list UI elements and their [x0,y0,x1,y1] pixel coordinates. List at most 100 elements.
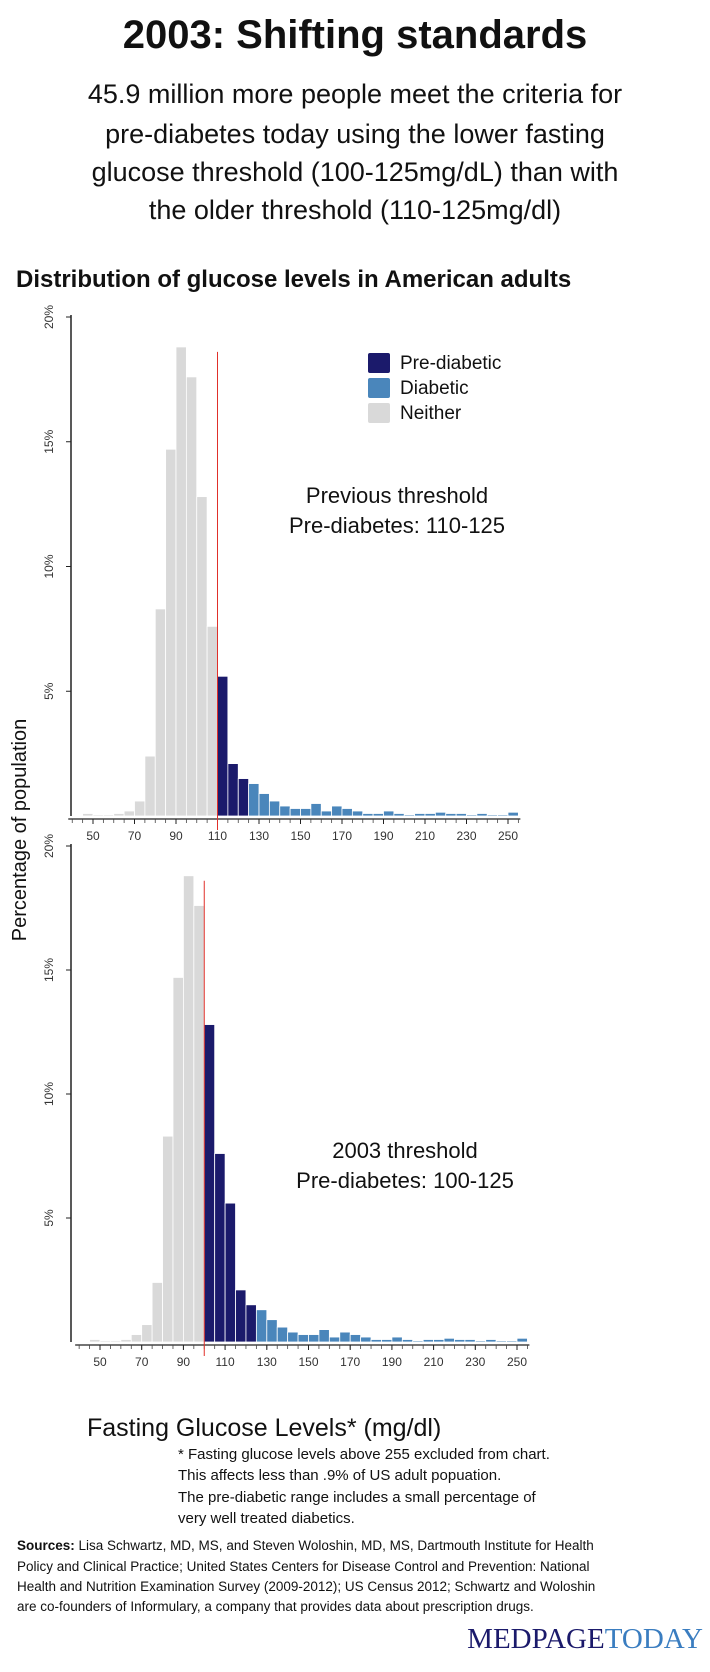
x-tick-label: 190 [382,1355,402,1369]
title: 2003: Shifting standards [123,13,588,57]
y-tick-label: 20% [42,834,56,858]
bar [276,1326,289,1343]
x-tick-label: 50 [93,1355,107,1369]
x-tick-label: 230 [456,829,476,843]
bar [113,813,125,817]
y-tick-label: 15% [42,429,56,453]
bar [82,813,94,817]
bar [206,625,218,817]
bar [464,1339,476,1343]
footnote: This affects less than .9% of US adult p… [178,1467,501,1484]
bar [495,1340,507,1343]
y-axis-label: Percentage of population [9,719,31,941]
bar [476,813,488,817]
bar [485,1339,497,1343]
bar [391,1336,403,1343]
sources-line: Lisa Schwartz, MD, MS, and Steven Wolosh… [75,1538,594,1553]
legend-label: Neither [400,403,462,424]
bar [383,810,395,817]
sources-line: Policy and Clinical Practice; United Sta… [17,1559,590,1574]
bar [123,810,135,817]
bar [486,814,499,817]
annotation: Pre-diabetes: 110-125 [289,513,505,538]
annotation: Pre-diabetes: 100-125 [296,1168,514,1193]
y-tick-label: 5% [42,1209,56,1227]
bar [268,800,281,817]
footnote: The pre-diabetic range includes a small … [178,1489,537,1506]
x-tick-label: 150 [290,829,310,843]
bar [424,813,436,817]
bar [433,1339,445,1343]
bar [258,793,270,817]
x-tick-label: 230 [465,1355,485,1369]
bar [443,1337,455,1343]
bar [162,1135,174,1343]
y-tick-label: 15% [42,958,56,982]
sources: Sources: Lisa Schwartz, MD, MS, and Stev… [17,1538,594,1553]
bar [227,763,239,817]
bar [362,813,374,817]
sources-line: are co-founders of Informulary, a compan… [17,1599,534,1614]
bar [454,1339,466,1343]
annotation: 2003 threshold [332,1138,478,1163]
bar [300,808,312,817]
subtitle: glucose threshold (100-125mg/dL) than wi… [92,157,619,187]
subtitle: the older threshold (110-125mg/dl) [149,195,561,225]
x-tick-label: 250 [507,1355,527,1369]
x-tick-label: 70 [128,829,142,843]
subtitle: 45.9 million more people meet the criter… [88,79,622,109]
bar [287,1331,299,1343]
sources-line: Health and Nutrition Examination Survey … [17,1579,595,1594]
bar [89,1339,101,1343]
bar [141,1324,153,1343]
bar [196,496,208,817]
bar [310,803,322,817]
bar [351,810,364,817]
bar [372,813,384,817]
x-tick-label: 90 [169,829,183,843]
bar [165,448,177,817]
footnote: * Fasting glucose levels above 255 exclu… [178,1446,550,1463]
x-tick-label: 210 [415,829,435,843]
x-tick-label: 210 [424,1355,444,1369]
bar [318,1329,330,1343]
x-tick-label: 130 [249,829,269,843]
bar [245,1304,257,1343]
bar [144,755,156,817]
bar [110,1340,122,1343]
bar [445,813,457,817]
bar [182,875,195,1343]
x-tick-label: 190 [373,829,393,843]
bar [506,1340,518,1343]
bar [224,1202,236,1343]
x-tick-label: 50 [86,829,100,843]
legend-swatch [368,353,390,373]
sources-label: Sources: [17,1538,75,1553]
logo: MEDPAGETODAY [467,1623,703,1655]
y-tick-label: 10% [42,1082,56,1106]
bar [235,1289,247,1343]
bar [331,805,343,817]
bar [455,813,467,817]
bar [401,1339,414,1343]
bar [381,1339,393,1343]
bar [217,675,229,817]
bar [474,1340,487,1343]
bar [193,905,205,1343]
bar [360,1336,372,1343]
x-tick-label: 250 [498,829,518,843]
bar [297,1334,309,1343]
bar [497,814,509,817]
x-axis-label: Fasting Glucose Levels* (mg/dl) [87,1414,441,1442]
bar [185,376,198,817]
x-tick-label: 150 [298,1355,318,1369]
legend-swatch [368,403,390,423]
bar [266,1319,278,1343]
x-tick-label: 170 [332,829,352,843]
chart-heading: Distribution of glucose levels in Americ… [16,266,571,293]
bar [130,1334,143,1343]
x-tick-label: 70 [135,1355,149,1369]
y-tick-label: 5% [42,682,56,700]
subtitle: pre-diabetes today using the lower fasti… [105,119,605,149]
